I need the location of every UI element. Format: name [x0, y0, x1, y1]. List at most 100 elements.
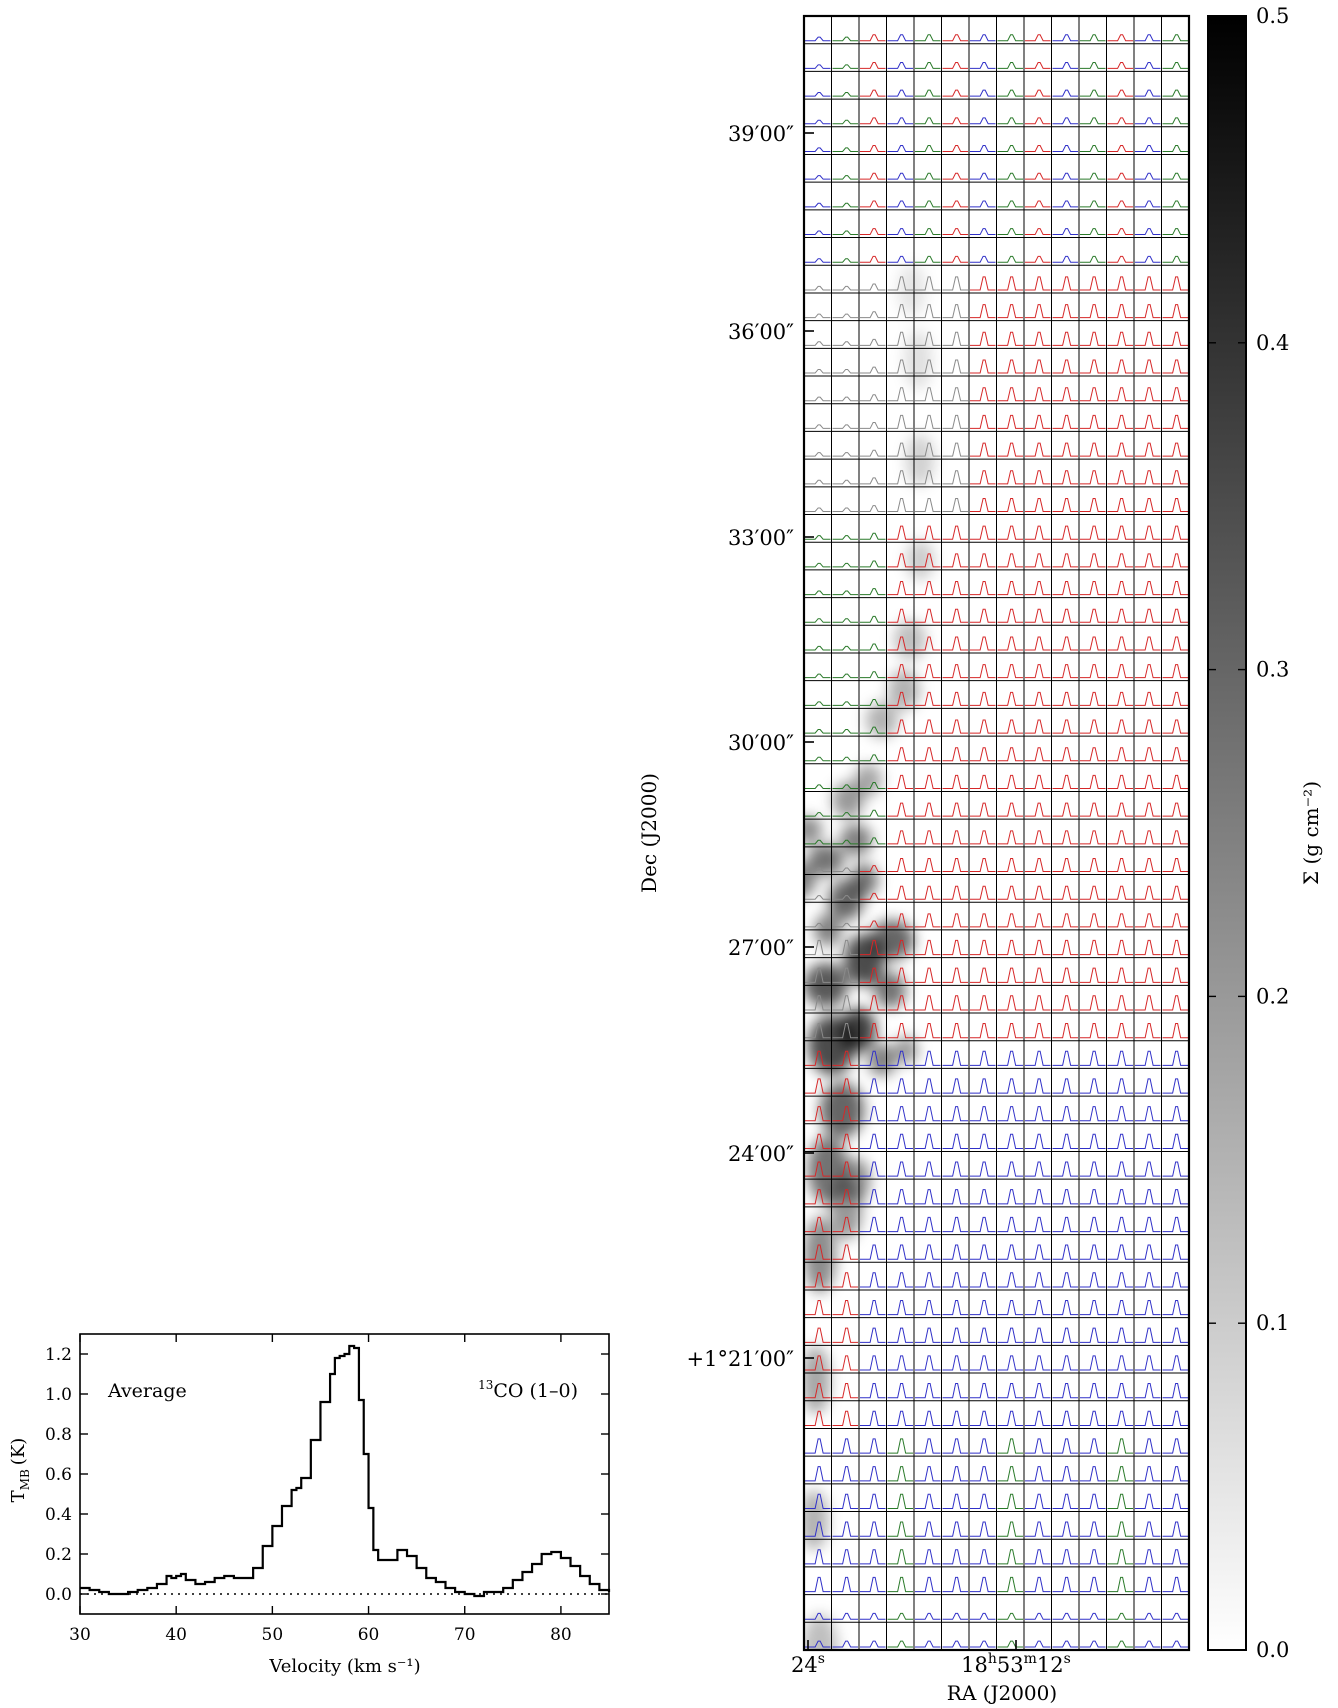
cell-spectrum: [1080, 1216, 1106, 1233]
cell-spectrum: [1162, 228, 1188, 236]
cell-spectrum: [1135, 608, 1161, 623]
spectrum-plot-frame: 30 40 50 60 70 80 0.0 0.2 0.4 0.6 0.8 1.0 1.2 Avera…: [8, 1333, 611, 1677]
cell-spectrum: [832, 1189, 858, 1205]
colorbar-ticks: 0.0 0.1 0.2 0.3 0.4 0.5: [1208, 4, 1289, 1662]
cell-spectrum: [1135, 497, 1161, 513]
cell-spectrum: [805, 424, 831, 429]
cell-spectrum: [915, 664, 941, 679]
cell-spectrum: [1162, 1133, 1188, 1149]
cell-spectrum: [970, 1327, 996, 1343]
cell-spectrum: [887, 387, 913, 402]
cell-spectrum: [832, 36, 858, 42]
cell-spectrum: [915, 1050, 941, 1066]
cell-spectrum: [1135, 1078, 1161, 1094]
cell-spectrum: [997, 581, 1023, 596]
cell-spectrum: [1080, 145, 1106, 152]
cell-spectrum: [997, 1078, 1023, 1094]
cell-spectrum: [1107, 1466, 1133, 1482]
cell-spectrum: [1080, 553, 1106, 568]
cell-spectrum: [832, 1576, 858, 1593]
cell-spectrum: [1052, 995, 1078, 1011]
cell-spectrum: [832, 1133, 858, 1149]
cell-spectrum: [1052, 774, 1078, 789]
cell-spectrum: [970, 1410, 996, 1426]
cell-spectrum: [1052, 117, 1078, 125]
cell-spectrum: [860, 172, 886, 180]
cell-spectrum: [1162, 1493, 1188, 1510]
cell-spectrum: [1080, 61, 1106, 69]
cell-spectrum: [805, 922, 831, 928]
cell-spectrum: [1162, 608, 1188, 623]
cell-spectrum: [1162, 117, 1188, 125]
cell-spectrum: [1135, 1327, 1161, 1343]
y-tick-label: 0.0: [45, 1585, 72, 1605]
cell-spectrum: [1025, 581, 1051, 596]
cell-spectrum: [860, 920, 886, 928]
cell-spectrum: [1052, 1383, 1078, 1399]
cell-spectrum: [1052, 719, 1078, 734]
cell-spectrum: [970, 359, 996, 374]
cell-spectrum: [997, 276, 1023, 291]
cell-spectrum: [942, 1189, 968, 1205]
colorbar-tick-label: 0.1: [1256, 1311, 1289, 1335]
cell-spectrum: [860, 1549, 886, 1565]
cell-spectrum: [887, 1050, 913, 1066]
cloud-blob: [840, 1008, 876, 1052]
cell-spectrum: [1080, 1299, 1106, 1316]
cell-spectrum: [1162, 553, 1188, 568]
cell-spectrum: [1135, 885, 1161, 900]
cell-spectrum: [1162, 1576, 1188, 1593]
cell-spectrum: [942, 172, 968, 180]
spectra-grid: [804, 16, 1189, 1650]
cell-spectrum: [832, 995, 858, 1011]
cell-spectrum: [832, 618, 858, 623]
cell-spectrum: [997, 359, 1023, 374]
annotation-13co-sup: 13: [478, 1378, 493, 1392]
cell-spectrum: [1080, 885, 1106, 900]
cell-spectrum: [997, 967, 1023, 983]
cell-spectrum: [805, 313, 831, 319]
cell-spectrum: [1135, 1576, 1161, 1593]
cell-spectrum: [942, 858, 968, 873]
cell-spectrum: [942, 1050, 968, 1066]
dec-tick-label: 30′00″: [728, 731, 794, 755]
cell-spectrum: [887, 858, 913, 873]
cell-spectrum: [942, 497, 968, 513]
cell-spectrum: [1162, 387, 1188, 402]
cell-spectrum: [915, 885, 941, 900]
cell-spectrum: [1162, 255, 1188, 263]
cell-spectrum: [860, 1438, 886, 1454]
cell-spectrum: [1107, 172, 1133, 180]
cell-spectrum: [860, 61, 886, 69]
cloud-blob: [888, 670, 920, 710]
cell-spectrum: [805, 967, 831, 983]
cell-spectrum: [1135, 1106, 1161, 1122]
cell-spectrum: [1080, 939, 1106, 956]
cell-spectrum: [887, 1299, 913, 1316]
x-tick-label: 30: [69, 1625, 91, 1645]
cell-spectrum: [1025, 1576, 1051, 1593]
cell-spectrum: [970, 747, 996, 762]
cell-spectrum: [1052, 1612, 1078, 1620]
cell-spectrum: [915, 470, 941, 485]
cell-spectrum: [970, 1493, 996, 1510]
cell-spectrum: [805, 1383, 831, 1399]
cell-spectrum: [1052, 608, 1078, 623]
cell-spectrum: [832, 535, 858, 540]
cell-spectrum: [915, 1640, 941, 1648]
cell-spectrum: [860, 422, 886, 429]
cell-spectrum: [970, 34, 996, 42]
cell-spectrum: [970, 331, 996, 346]
cell-spectrum: [942, 830, 968, 845]
cell-spectrum: [1080, 414, 1106, 429]
cell-spectrum: [887, 774, 913, 789]
cell-spectrum: [1107, 691, 1133, 706]
cell-spectrum: [1080, 172, 1106, 180]
cell-spectrum: [1135, 939, 1161, 956]
cell-spectrum: [1025, 1078, 1051, 1094]
cell-spectrum: [970, 1466, 996, 1482]
cell-spectrum: [915, 995, 941, 1011]
cell-spectrum: [1135, 276, 1161, 291]
cell-spectrum: [832, 839, 858, 845]
cell-spectrum: [1052, 1299, 1078, 1316]
